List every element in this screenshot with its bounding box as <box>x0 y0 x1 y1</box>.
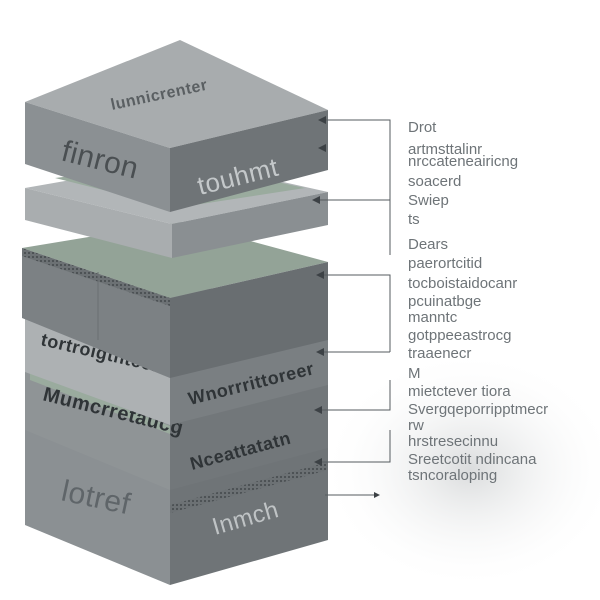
layer-2-right <box>172 192 328 258</box>
layer-1-top <box>25 40 328 148</box>
leader-line-6 <box>318 430 391 463</box>
callout-2: artmsttalinr <box>408 141 482 158</box>
layer-3-top <box>22 222 328 298</box>
layer-5-left <box>25 362 170 490</box>
layer-5-green-membrane <box>30 372 170 434</box>
arrowhead-8 <box>374 492 380 498</box>
arrowhead-2 <box>318 144 326 152</box>
arrowhead-5 <box>316 348 324 356</box>
callout-7: Dears <box>408 236 448 253</box>
callout-14: M <box>408 365 421 382</box>
callout-17: rw <box>408 417 424 434</box>
callout-20: tsncoraloping <box>408 467 497 484</box>
arrowhead-1 <box>318 116 326 124</box>
callout-8: paerortcitid <box>408 255 482 272</box>
callout-text-list: Drot artmsttalinr nrccateneairicng soace… <box>408 119 548 484</box>
leader-arrowheads <box>312 116 380 498</box>
layer-1-left <box>25 102 170 212</box>
layer-3-hatch <box>22 248 170 306</box>
callout-1: Drot <box>408 119 437 136</box>
callout-5: Swiep <box>408 192 449 209</box>
arrowhead-6 <box>314 406 322 414</box>
arrowhead-4 <box>316 271 324 279</box>
arrowhead-7 <box>314 458 322 466</box>
layer-6-hatch <box>170 462 328 513</box>
callout-3: nrccateneairicng <box>408 153 518 170</box>
arrowhead-3 <box>312 196 320 204</box>
callout-6: ts <box>408 211 420 228</box>
callout-16: Svergqeporripptmecr <box>408 401 548 418</box>
layer-3-right <box>170 262 328 378</box>
leader-line-5 <box>318 380 391 411</box>
leader-line-1 <box>322 119 391 255</box>
callout-12: gotppeeastrocg <box>408 327 511 344</box>
layer-1-top-slab: lunnicrenter finron touhmt <box>25 40 328 212</box>
callout-10: pcuinatbge <box>408 293 481 310</box>
callout-19: Sreetcotit ndincana <box>408 451 537 468</box>
callout-9: tocboistaidocanr <box>408 275 517 292</box>
callout-15: mietctever tiora <box>408 383 511 400</box>
layer-5-right <box>170 378 328 490</box>
leader-line-3 <box>320 274 391 352</box>
leader-lines <box>315 119 391 496</box>
callout-4: soacerd <box>408 173 461 190</box>
layer-4-left <box>25 312 170 425</box>
layer-3-slab <box>22 222 328 378</box>
layer-2-left <box>25 188 172 258</box>
callout-11: manntc <box>408 309 458 326</box>
callout-18: hrstresecinnu <box>408 433 498 450</box>
layer-1-right <box>170 110 328 212</box>
callout-13: traaenecr <box>408 345 471 362</box>
layer-3-left <box>22 248 170 378</box>
